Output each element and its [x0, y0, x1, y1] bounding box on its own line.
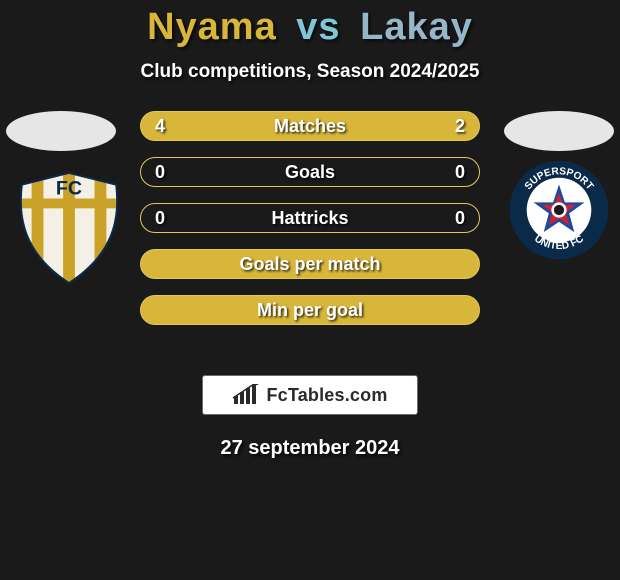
stat-right-value: 0: [455, 162, 465, 183]
stat-bar-min-per-goal: Min per goal: [140, 295, 480, 325]
player2-photo-slot: [504, 111, 614, 151]
comparison-card: Nyama vs Lakay Club competitions, Season…: [0, 0, 620, 580]
shield-fc: FC: [56, 178, 82, 200]
stripe: [95, 169, 107, 287]
stat-label: Goals per match: [239, 254, 380, 275]
title-player1: Nyama: [147, 6, 277, 48]
club-badge-right: SUPERSPORT UNITED FC: [508, 159, 610, 261]
stat-bar-hattricks: 0 Hattricks 0: [140, 203, 480, 233]
stat-bars: 4 Matches 2 0 Goals 0 0 Hattricks 0 Goal…: [140, 111, 480, 341]
stat-label: Goals: [285, 162, 335, 183]
title-player2: Lakay: [360, 6, 473, 48]
comparison-body: FC SUPERSPORT UNITED FC: [0, 111, 620, 371]
stat-right-value: 2: [455, 116, 465, 137]
stat-left-value: 4: [155, 116, 165, 137]
page-title: Nyama vs Lakay: [0, 0, 620, 49]
stat-label: Min per goal: [257, 300, 363, 321]
stat-right-value: 0: [455, 208, 465, 229]
stat-label: Matches: [274, 116, 346, 137]
stat-bar-goals: 0 Goals 0: [140, 157, 480, 187]
stat-bar-goals-per-match: Goals per match: [140, 249, 480, 279]
player1-photo-slot: [6, 111, 116, 151]
title-vs: vs: [296, 6, 340, 48]
stat-left-value: 0: [155, 208, 165, 229]
stat-bar-matches: 4 Matches 2: [140, 111, 480, 141]
stripe: [32, 169, 44, 287]
subtitle: Club competitions, Season 2024/2025: [0, 61, 620, 83]
stat-left-value: 0: [155, 162, 165, 183]
star-core: [554, 205, 564, 215]
stripe-h: [10, 199, 128, 209]
bars-icon: [232, 384, 260, 406]
footer-date: 27 september 2024: [0, 437, 620, 460]
footer-brand-card: FcTables.com: [202, 375, 418, 415]
footer-brand-text: FcTables.com: [266, 385, 387, 406]
stat-label: Hattricks: [271, 208, 348, 229]
club-badge-left: FC: [10, 169, 128, 287]
